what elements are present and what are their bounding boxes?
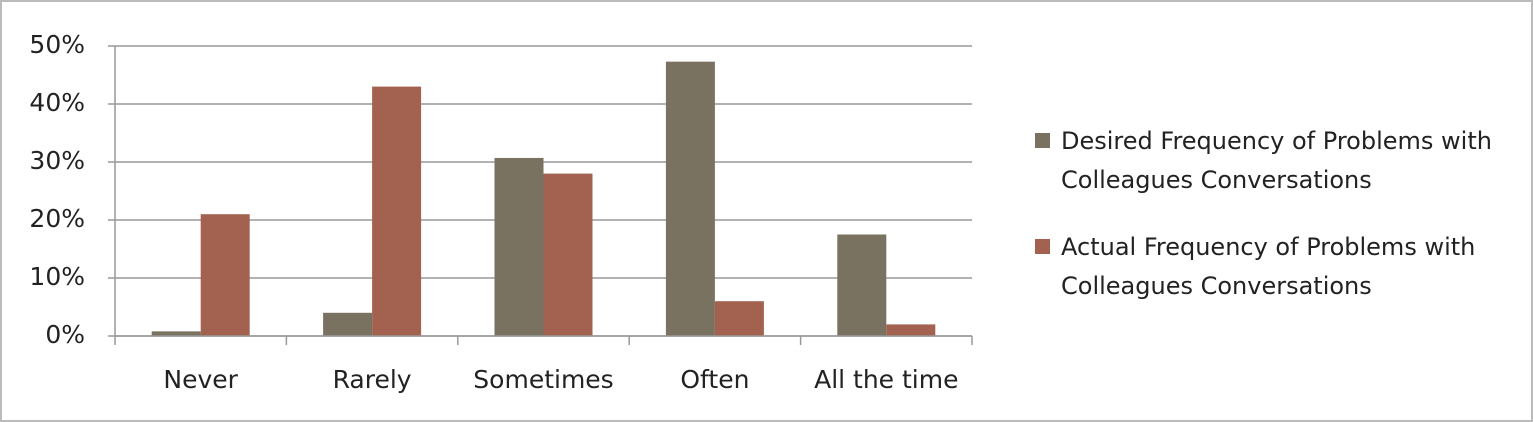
legend-label: Actual Frequency of Problems with Collea… <box>1061 233 1476 300</box>
y-tick-label: 50% <box>29 30 85 59</box>
y-tick-label: 10% <box>29 262 85 291</box>
y-tick-label: 40% <box>29 88 85 117</box>
x-tick-label: Often <box>680 365 749 394</box>
y-tick-label: 0% <box>45 320 85 349</box>
x-tick-label: All the time <box>814 365 958 394</box>
bar <box>323 312 373 336</box>
legend-swatch <box>1035 239 1050 254</box>
y-tick-label: 20% <box>29 204 85 233</box>
x-tick-label: Sometimes <box>473 365 613 394</box>
bar <box>372 86 422 336</box>
bar <box>151 331 201 336</box>
legend-swatch <box>1035 133 1050 148</box>
x-tick-label: Never <box>163 365 238 394</box>
bar <box>886 324 936 336</box>
bar <box>714 301 764 336</box>
bar <box>837 234 887 336</box>
y-tick-label: 30% <box>29 146 85 175</box>
bar <box>665 61 715 336</box>
legend-label: Desired Frequency of Problems with Colle… <box>1061 127 1492 194</box>
bar <box>200 214 250 336</box>
bar <box>543 173 593 336</box>
x-tick-label: Rarely <box>333 365 412 394</box>
bar <box>494 157 544 336</box>
